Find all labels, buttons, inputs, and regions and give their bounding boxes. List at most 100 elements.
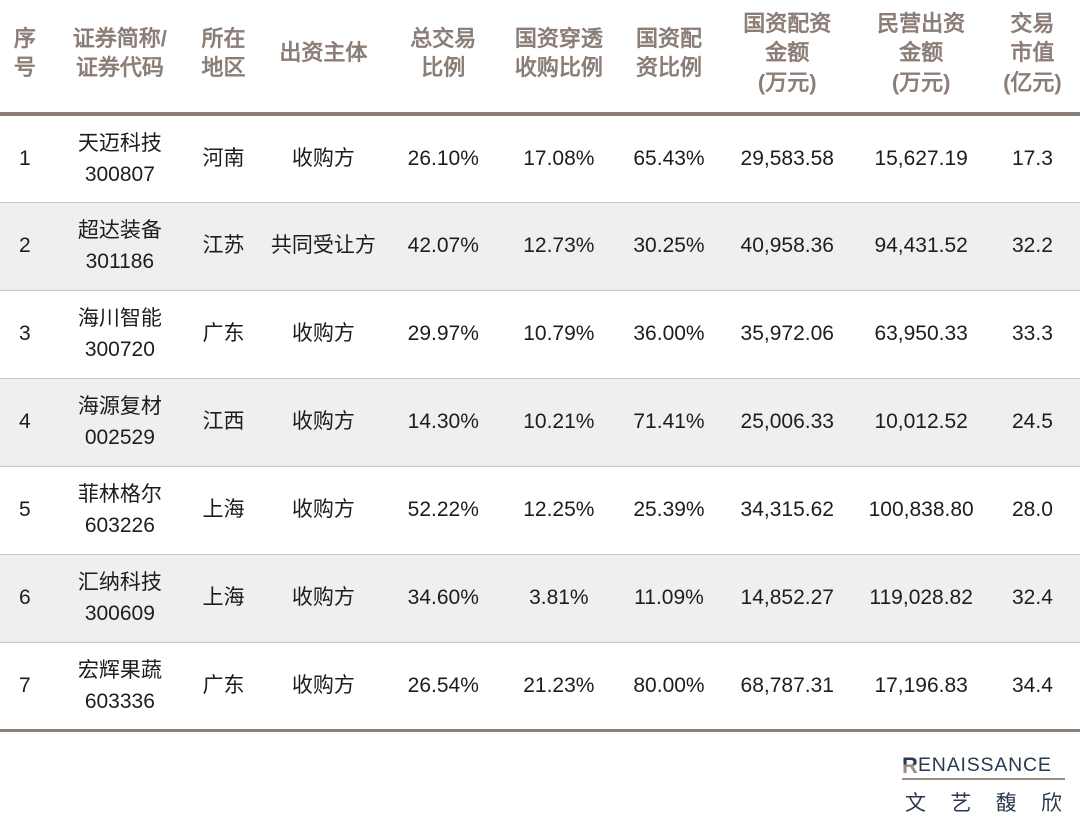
- security-name: 超达装备: [77, 219, 162, 242]
- cell-allocation-ratio: 25.39%: [620, 465, 718, 554]
- cell-allocation-amount: 35,972.06: [717, 289, 858, 378]
- cell-total-ratio: 14.30%: [389, 377, 497, 466]
- column-header-region: 所在 地区: [190, 0, 258, 116]
- cell-region: 上海: [190, 465, 258, 554]
- cell-entity: 收购方: [257, 553, 390, 642]
- cell-private-amount: 100,838.80: [857, 465, 985, 554]
- cell-allocation-amount: 68,787.31: [717, 641, 858, 732]
- cell-total-ratio: 34.60%: [389, 553, 497, 642]
- cell-penetration-ratio: 12.25%: [496, 465, 621, 554]
- cell-market-cap: 17.3: [1012, 147, 1053, 170]
- cell-security: 海川智能 300720: [49, 289, 191, 378]
- column-header-market-cap: 交易 市值 (亿元): [984, 0, 1080, 116]
- brand-name-cn: 文 艺馥欣: [902, 787, 1065, 817]
- cell-security: 海源复材 002529: [49, 377, 191, 466]
- cell-allocation-ratio: 71.41%: [620, 377, 718, 466]
- cell-private-amount: 119,028.82: [857, 553, 985, 642]
- cell-allocation-amount: 40,958.36: [717, 201, 858, 290]
- cell-region: 上海: [190, 553, 258, 642]
- cell-index: 6: [0, 553, 50, 642]
- security-code: 301186: [85, 250, 155, 273]
- cell-allocation-ratio: 80.00%: [620, 641, 718, 732]
- security-name: 汇纳科技: [77, 571, 162, 594]
- brand-logo: R R ENAISSANCE 文 艺馥欣: [902, 754, 1065, 817]
- cell-market-cap: 34.4: [984, 641, 1080, 732]
- security-name: 天迈科技: [77, 131, 162, 155]
- cell-entity: 共同受让方: [257, 201, 390, 290]
- cell-total-ratio: 29.97%: [389, 289, 497, 378]
- cell-region: 广东: [190, 289, 258, 378]
- cell-allocation-amount: 25,006.33: [717, 377, 858, 466]
- column-header-total-ratio: 总交易 比例: [389, 0, 497, 116]
- cell-penetration-ratio: 10.21%: [496, 377, 621, 466]
- cell-total-ratio: 26.54%: [389, 641, 497, 732]
- cell-security: 汇纳科技 300609: [49, 553, 191, 642]
- table-header: 序 号 证券简称/ 证券代码 所在 地区 出资主体 总交易 比例 国资穿透 收购…: [0, 0, 1080, 116]
- cell-allocation-amount: 14,852.27: [717, 553, 858, 642]
- cell-allocation-ratio: 65.43%: [633, 147, 705, 170]
- security-code: 300720: [84, 338, 155, 361]
- cell-penetration-ratio: 10.79%: [496, 289, 621, 378]
- cell-penetration-ratio: 12.73%: [496, 201, 621, 290]
- table-row: 1 天迈科技 300807 河南 收购方 26.10% 17.08% 65.43…: [0, 114, 1080, 202]
- cell-region: 江苏: [190, 201, 258, 290]
- brand-cn-char: 文: [905, 792, 926, 815]
- column-header-security: 证券简称/ 证券代码: [49, 0, 191, 116]
- column-header-entity: 出资主体: [257, 0, 390, 116]
- cell-security: 超达装备 301186: [49, 201, 191, 290]
- security-code: 300609: [84, 602, 155, 625]
- brand-name-en: ENAISSANCE: [918, 754, 1052, 776]
- cell-index: 4: [0, 377, 50, 466]
- table-row: 2 超达装备 301186 江苏 共同受让方 42.07% 12.73% 30.…: [0, 201, 1080, 290]
- cell-security: 菲林格尔 603226: [49, 465, 191, 554]
- cell-market-cap: 33.3: [984, 289, 1080, 378]
- brand-divider: [902, 778, 1065, 780]
- cell-index: 2: [0, 201, 50, 290]
- security-name: 宏辉果蔬: [77, 658, 162, 682]
- cell-market-cap: 28.0: [984, 465, 1080, 554]
- cell-penetration-ratio: 21.23%: [496, 641, 621, 732]
- brand-cn-char: 欣: [1040, 792, 1062, 815]
- cell-allocation-amount: 29,583.58: [740, 147, 834, 170]
- securities-table: 序 号 证券简称/ 证券代码 所在 地区 出资主体 总交易 比例 国资穿透 收购…: [0, 0, 1080, 732]
- cell-total-ratio: 52.22%: [389, 465, 497, 554]
- column-header-penetration-ratio: 国资穿透 收购比例: [496, 0, 621, 116]
- column-header-index: 序 号: [0, 0, 50, 116]
- column-header-allocation-ratio: 国资配 资比例: [620, 0, 718, 116]
- security-code: 603226: [84, 514, 155, 537]
- header-row: 序 号 证券简称/ 证券代码 所在 地区 出资主体 总交易 比例 国资穿透 收购…: [0, 0, 1080, 116]
- cell-security: 天迈科技 300807: [50, 114, 190, 202]
- cell-private-amount: 63,950.33: [857, 289, 985, 378]
- cell-allocation-ratio: 11.09%: [620, 553, 718, 642]
- cell-entity: 收购方: [257, 377, 390, 466]
- cell-entity: 收购方: [257, 641, 390, 732]
- security-code: 300807: [84, 162, 155, 186]
- renaissance-logomark-icon: R R: [902, 753, 919, 778]
- table-row: 4 海源复材 002529 江西 收购方 14.30% 10.21% 71.41…: [0, 377, 1080, 466]
- cell-entity: 收购方: [257, 289, 390, 378]
- column-header-allocation-amount: 国资配资 金额 (万元): [717, 0, 858, 116]
- table-body: 1 天迈科技 300807 河南 收购方 26.10% 17.08% 65.43…: [0, 114, 1080, 732]
- cell-market-cap: 24.5: [984, 377, 1080, 466]
- cell-allocation-amount: 34,315.62: [717, 465, 858, 554]
- cell-market-cap: 32.2: [984, 201, 1080, 290]
- brand-cn-char: 艺: [950, 792, 972, 815]
- cell-private-amount: 15,627.19: [874, 147, 968, 170]
- cell-allocation-ratio: 30.25%: [620, 201, 718, 290]
- security-name: 海川智能: [77, 307, 162, 330]
- cell-region: 江西: [190, 377, 258, 466]
- column-header-private-amount: 民营出资 金额 (万元): [857, 0, 985, 116]
- security-code: 002529: [84, 426, 155, 449]
- cell-private-amount: 10,012.52: [857, 377, 985, 466]
- cell-private-amount: 94,431.52: [857, 201, 985, 290]
- cell-region: 河南: [202, 147, 245, 170]
- table-row: 3 海川智能 300720 广东 收购方 29.97% 10.79% 36.00…: [0, 289, 1080, 378]
- brand-cn-char: 馥: [995, 792, 1017, 815]
- table-row: 7 宏辉果蔬 603336 广东 收购方 26.54% 21.23% 80.00…: [0, 641, 1080, 732]
- cell-index: 5: [0, 465, 50, 554]
- table-row: 6 汇纳科技 300609 上海 收购方 34.60% 3.81% 11.09%…: [0, 553, 1080, 642]
- security-name: 菲林格尔: [77, 483, 162, 506]
- cell-penetration-ratio: 17.08%: [523, 147, 595, 170]
- brand-wordmark: R R ENAISSANCE: [902, 754, 1065, 776]
